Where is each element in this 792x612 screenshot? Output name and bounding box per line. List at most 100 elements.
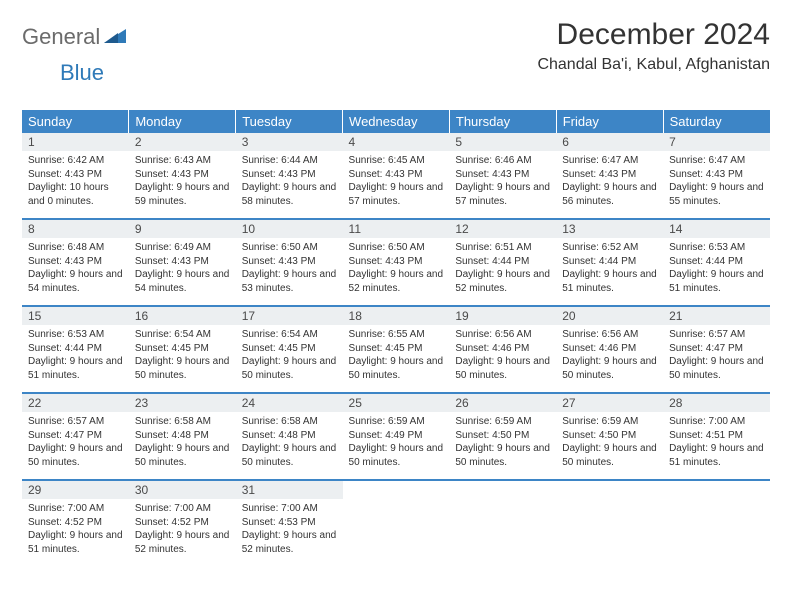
calendar-day-cell: 21Sunrise: 6:57 AMSunset: 4:47 PMDayligh… <box>663 306 770 393</box>
daylight-text: Daylight: 9 hours and 54 minutes. <box>135 268 230 295</box>
sunrise-text: Sunrise: 6:45 AM <box>349 154 444 168</box>
sunset-text: Sunset: 4:43 PM <box>28 168 123 182</box>
sunrise-text: Sunrise: 6:53 AM <box>28 328 123 342</box>
daylight-text: Daylight: 9 hours and 50 minutes. <box>135 442 230 469</box>
daylight-text: Daylight: 9 hours and 50 minutes. <box>349 442 444 469</box>
day-body: Sunrise: 6:57 AMSunset: 4:47 PMDaylight:… <box>22 412 129 479</box>
day-number: 7 <box>663 133 770 151</box>
weekday-header-row: Sunday Monday Tuesday Wednesday Thursday… <box>22 110 770 133</box>
day-body: Sunrise: 6:42 AMSunset: 4:43 PMDaylight:… <box>22 151 129 218</box>
daylight-text: Daylight: 9 hours and 50 minutes. <box>242 442 337 469</box>
sunset-text: Sunset: 4:47 PM <box>28 429 123 443</box>
calendar-day-cell: 4Sunrise: 6:45 AMSunset: 4:43 PMDaylight… <box>343 133 450 219</box>
day-number: 1 <box>22 133 129 151</box>
daylight-text: Daylight: 10 hours and 0 minutes. <box>28 181 123 208</box>
day-body: Sunrise: 6:59 AMSunset: 4:50 PMDaylight:… <box>556 412 663 479</box>
calendar-day-cell: 5Sunrise: 6:46 AMSunset: 4:43 PMDaylight… <box>449 133 556 219</box>
calendar-day-cell: 29Sunrise: 7:00 AMSunset: 4:52 PMDayligh… <box>22 480 129 566</box>
sunset-text: Sunset: 4:46 PM <box>562 342 657 356</box>
day-number: 6 <box>556 133 663 151</box>
sunset-text: Sunset: 4:44 PM <box>28 342 123 356</box>
sunrise-text: Sunrise: 6:44 AM <box>242 154 337 168</box>
calendar-day-cell: 8Sunrise: 6:48 AMSunset: 4:43 PMDaylight… <box>22 219 129 306</box>
day-number: 14 <box>663 220 770 238</box>
sunset-text: Sunset: 4:43 PM <box>562 168 657 182</box>
sunrise-text: Sunrise: 6:58 AM <box>135 415 230 429</box>
daylight-text: Daylight: 9 hours and 55 minutes. <box>669 181 764 208</box>
day-body: Sunrise: 6:54 AMSunset: 4:45 PMDaylight:… <box>129 325 236 392</box>
calendar-day-cell: 26Sunrise: 6:59 AMSunset: 4:50 PMDayligh… <box>449 393 556 480</box>
sunrise-text: Sunrise: 6:56 AM <box>455 328 550 342</box>
daylight-text: Daylight: 9 hours and 52 minutes. <box>455 268 550 295</box>
sunset-text: Sunset: 4:45 PM <box>349 342 444 356</box>
calendar-day-cell: 14Sunrise: 6:53 AMSunset: 4:44 PMDayligh… <box>663 219 770 306</box>
weekday-header: Wednesday <box>343 110 450 133</box>
calendar-day-cell: 22Sunrise: 6:57 AMSunset: 4:47 PMDayligh… <box>22 393 129 480</box>
day-number: 26 <box>449 394 556 412</box>
daylight-text: Daylight: 9 hours and 54 minutes. <box>28 268 123 295</box>
sunrise-text: Sunrise: 6:55 AM <box>349 328 444 342</box>
daylight-text: Daylight: 9 hours and 52 minutes. <box>242 529 337 556</box>
day-body: Sunrise: 7:00 AMSunset: 4:53 PMDaylight:… <box>236 499 343 566</box>
day-body: Sunrise: 6:54 AMSunset: 4:45 PMDaylight:… <box>236 325 343 392</box>
sunrise-text: Sunrise: 7:00 AM <box>135 502 230 516</box>
day-number: 30 <box>129 481 236 499</box>
calendar-week-row: 8Sunrise: 6:48 AMSunset: 4:43 PMDaylight… <box>22 219 770 306</box>
calendar-day-cell: 1Sunrise: 6:42 AMSunset: 4:43 PMDaylight… <box>22 133 129 219</box>
calendar-day-cell: 28Sunrise: 7:00 AMSunset: 4:51 PMDayligh… <box>663 393 770 480</box>
logo: General <box>22 18 128 50</box>
calendar-week-row: 1Sunrise: 6:42 AMSunset: 4:43 PMDaylight… <box>22 133 770 219</box>
sunset-text: Sunset: 4:52 PM <box>28 516 123 530</box>
day-number: 21 <box>663 307 770 325</box>
sunrise-text: Sunrise: 6:47 AM <box>562 154 657 168</box>
sunrise-text: Sunrise: 6:59 AM <box>349 415 444 429</box>
sunset-text: Sunset: 4:43 PM <box>242 168 337 182</box>
day-number: 9 <box>129 220 236 238</box>
sunrise-text: Sunrise: 6:52 AM <box>562 241 657 255</box>
day-body: Sunrise: 6:43 AMSunset: 4:43 PMDaylight:… <box>129 151 236 218</box>
calendar-day-cell: 9Sunrise: 6:49 AMSunset: 4:43 PMDaylight… <box>129 219 236 306</box>
daylight-text: Daylight: 9 hours and 53 minutes. <box>242 268 337 295</box>
sunrise-text: Sunrise: 6:57 AM <box>28 415 123 429</box>
calendar-day-cell <box>663 480 770 566</box>
weekday-header: Monday <box>129 110 236 133</box>
sunset-text: Sunset: 4:48 PM <box>135 429 230 443</box>
sunrise-text: Sunrise: 6:43 AM <box>135 154 230 168</box>
day-body: Sunrise: 6:53 AMSunset: 4:44 PMDaylight:… <box>22 325 129 392</box>
day-body: Sunrise: 7:00 AMSunset: 4:52 PMDaylight:… <box>22 499 129 566</box>
day-number: 28 <box>663 394 770 412</box>
calendar-day-cell: 15Sunrise: 6:53 AMSunset: 4:44 PMDayligh… <box>22 306 129 393</box>
daylight-text: Daylight: 9 hours and 50 minutes. <box>28 442 123 469</box>
daylight-text: Daylight: 9 hours and 51 minutes. <box>669 268 764 295</box>
sunset-text: Sunset: 4:43 PM <box>669 168 764 182</box>
sunrise-text: Sunrise: 6:53 AM <box>669 241 764 255</box>
daylight-text: Daylight: 9 hours and 50 minutes. <box>669 355 764 382</box>
month-title: December 2024 <box>537 18 770 52</box>
day-number: 5 <box>449 133 556 151</box>
calendar-day-cell: 20Sunrise: 6:56 AMSunset: 4:46 PMDayligh… <box>556 306 663 393</box>
daylight-text: Daylight: 9 hours and 50 minutes. <box>135 355 230 382</box>
sunrise-text: Sunrise: 6:56 AM <box>562 328 657 342</box>
daylight-text: Daylight: 9 hours and 56 minutes. <box>562 181 657 208</box>
daylight-text: Daylight: 9 hours and 50 minutes. <box>349 355 444 382</box>
day-body: Sunrise: 6:55 AMSunset: 4:45 PMDaylight:… <box>343 325 450 392</box>
day-body: Sunrise: 6:49 AMSunset: 4:43 PMDaylight:… <box>129 238 236 305</box>
day-number: 11 <box>343 220 450 238</box>
daylight-text: Daylight: 9 hours and 52 minutes. <box>349 268 444 295</box>
day-body: Sunrise: 6:45 AMSunset: 4:43 PMDaylight:… <box>343 151 450 218</box>
day-number: 2 <box>129 133 236 151</box>
day-body: Sunrise: 7:00 AMSunset: 4:52 PMDaylight:… <box>129 499 236 566</box>
sunset-text: Sunset: 4:43 PM <box>135 255 230 269</box>
day-body: Sunrise: 6:58 AMSunset: 4:48 PMDaylight:… <box>129 412 236 479</box>
calendar-day-cell: 16Sunrise: 6:54 AMSunset: 4:45 PMDayligh… <box>129 306 236 393</box>
calendar-day-cell <box>449 480 556 566</box>
sunset-text: Sunset: 4:43 PM <box>135 168 230 182</box>
calendar-day-cell: 30Sunrise: 7:00 AMSunset: 4:52 PMDayligh… <box>129 480 236 566</box>
day-number: 16 <box>129 307 236 325</box>
daylight-text: Daylight: 9 hours and 51 minutes. <box>669 442 764 469</box>
day-body: Sunrise: 7:00 AMSunset: 4:51 PMDaylight:… <box>663 412 770 479</box>
sunset-text: Sunset: 4:52 PM <box>135 516 230 530</box>
sunset-text: Sunset: 4:49 PM <box>349 429 444 443</box>
sunset-text: Sunset: 4:43 PM <box>349 255 444 269</box>
sunrise-text: Sunrise: 6:47 AM <box>669 154 764 168</box>
